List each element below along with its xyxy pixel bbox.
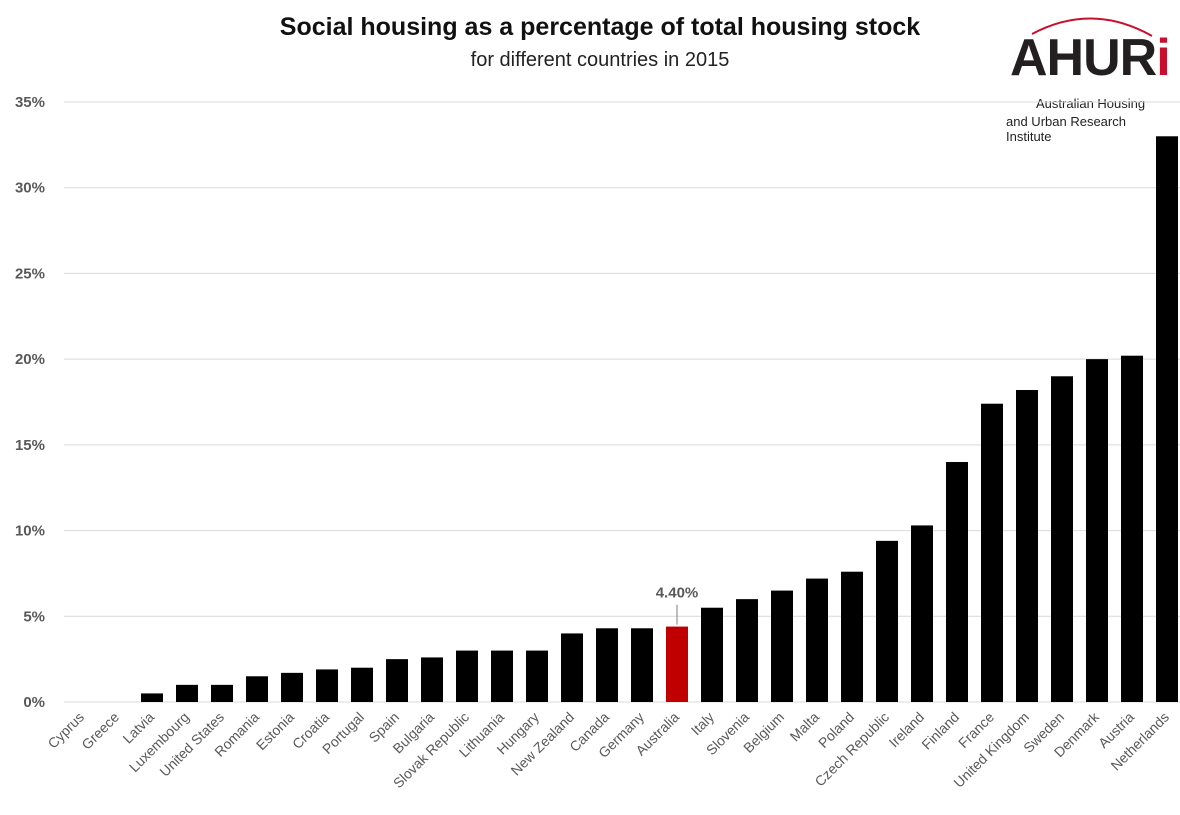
bar <box>421 657 443 702</box>
bar <box>351 667 373 702</box>
y-tick-label: 20% <box>15 351 45 368</box>
y-tick-label: 25% <box>15 265 45 282</box>
bar <box>561 633 583 702</box>
bar <box>631 628 653 702</box>
bar <box>701 607 723 702</box>
logo-word-i: i <box>1156 29 1170 87</box>
bar <box>281 672 303 702</box>
chart-title: Social housing as a percentage of total … <box>279 13 921 41</box>
bar <box>211 684 233 702</box>
y-tick-label: 35% <box>15 94 45 111</box>
bar <box>1051 376 1073 702</box>
bar <box>491 650 513 702</box>
x-tick-label: Cyprus <box>44 709 87 752</box>
bar <box>1016 390 1038 702</box>
bar <box>246 676 268 702</box>
logo-arc-icon <box>1031 17 1153 37</box>
bar <box>176 684 198 702</box>
bar <box>456 650 478 702</box>
bar <box>316 669 338 702</box>
data-label: 4.40% <box>656 585 699 602</box>
bar <box>771 590 793 702</box>
bar <box>841 571 863 702</box>
bar <box>1121 355 1143 702</box>
bar <box>981 403 1003 702</box>
logo-line-1: Australian Housing <box>1036 96 1146 111</box>
x-tick-label: Greece <box>78 709 122 753</box>
logo-line-2: and Urban Research Institute <box>1006 114 1126 144</box>
bar <box>386 659 408 702</box>
bar <box>911 525 933 702</box>
logo-word-text: AHUR <box>1010 29 1157 87</box>
bar <box>876 540 898 702</box>
y-tick-label: 10% <box>15 523 45 540</box>
y-tick-label: 15% <box>15 437 45 454</box>
x-tick-label: Finland <box>918 709 962 753</box>
y-tick-label: 0% <box>23 694 45 711</box>
bar <box>1086 359 1108 702</box>
chart-subtitle: for different countries in 2015 <box>470 49 730 71</box>
bar <box>946 462 968 702</box>
bar <box>1156 136 1178 703</box>
x-tick-label: Estonia <box>253 709 297 753</box>
y-tick-label: 30% <box>15 180 45 197</box>
y-tick-label: 5% <box>23 608 45 625</box>
bar <box>526 650 548 702</box>
x-tick-label: Italy <box>688 709 717 738</box>
bar <box>666 626 688 702</box>
ahuri-logo: AHURi Australian Housing and Urban Resea… <box>1002 8 1171 144</box>
bar <box>736 599 758 702</box>
bar <box>806 578 828 702</box>
bar <box>596 628 618 702</box>
bar <box>141 693 163 702</box>
logo-wordmark: AHURi <box>1010 29 1171 87</box>
